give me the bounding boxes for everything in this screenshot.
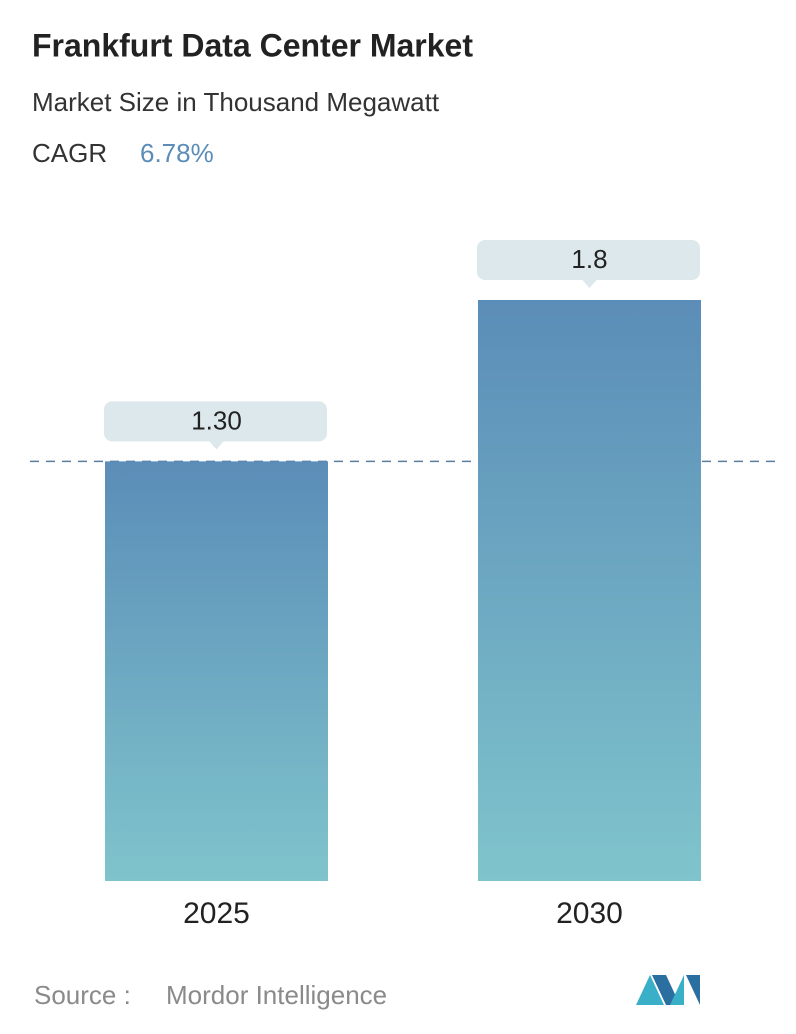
x-tick-label: 2025	[183, 897, 250, 930]
value-label-box	[477, 240, 700, 280]
chart-title: Frankfurt Data Center Market	[32, 27, 473, 63]
source: Mordor Intelligence	[166, 980, 387, 1010]
cagr-label: CAGR	[32, 138, 107, 168]
logo	[636, 975, 700, 1005]
value-label-box	[104, 401, 327, 442]
chart-subtitle: Market Size in Thousand Megawatt	[32, 87, 440, 117]
x-tick-label: 2030	[556, 897, 623, 930]
value-label: 1.8	[571, 244, 607, 274]
value-label-pointer	[208, 440, 225, 450]
source-label: Source :	[34, 980, 131, 1010]
value-label: 1.30	[191, 405, 242, 435]
bar	[478, 300, 701, 881]
cagr-value: 6.78%	[140, 138, 214, 168]
value-label-pointer	[581, 279, 598, 288]
bar	[105, 461, 328, 881]
